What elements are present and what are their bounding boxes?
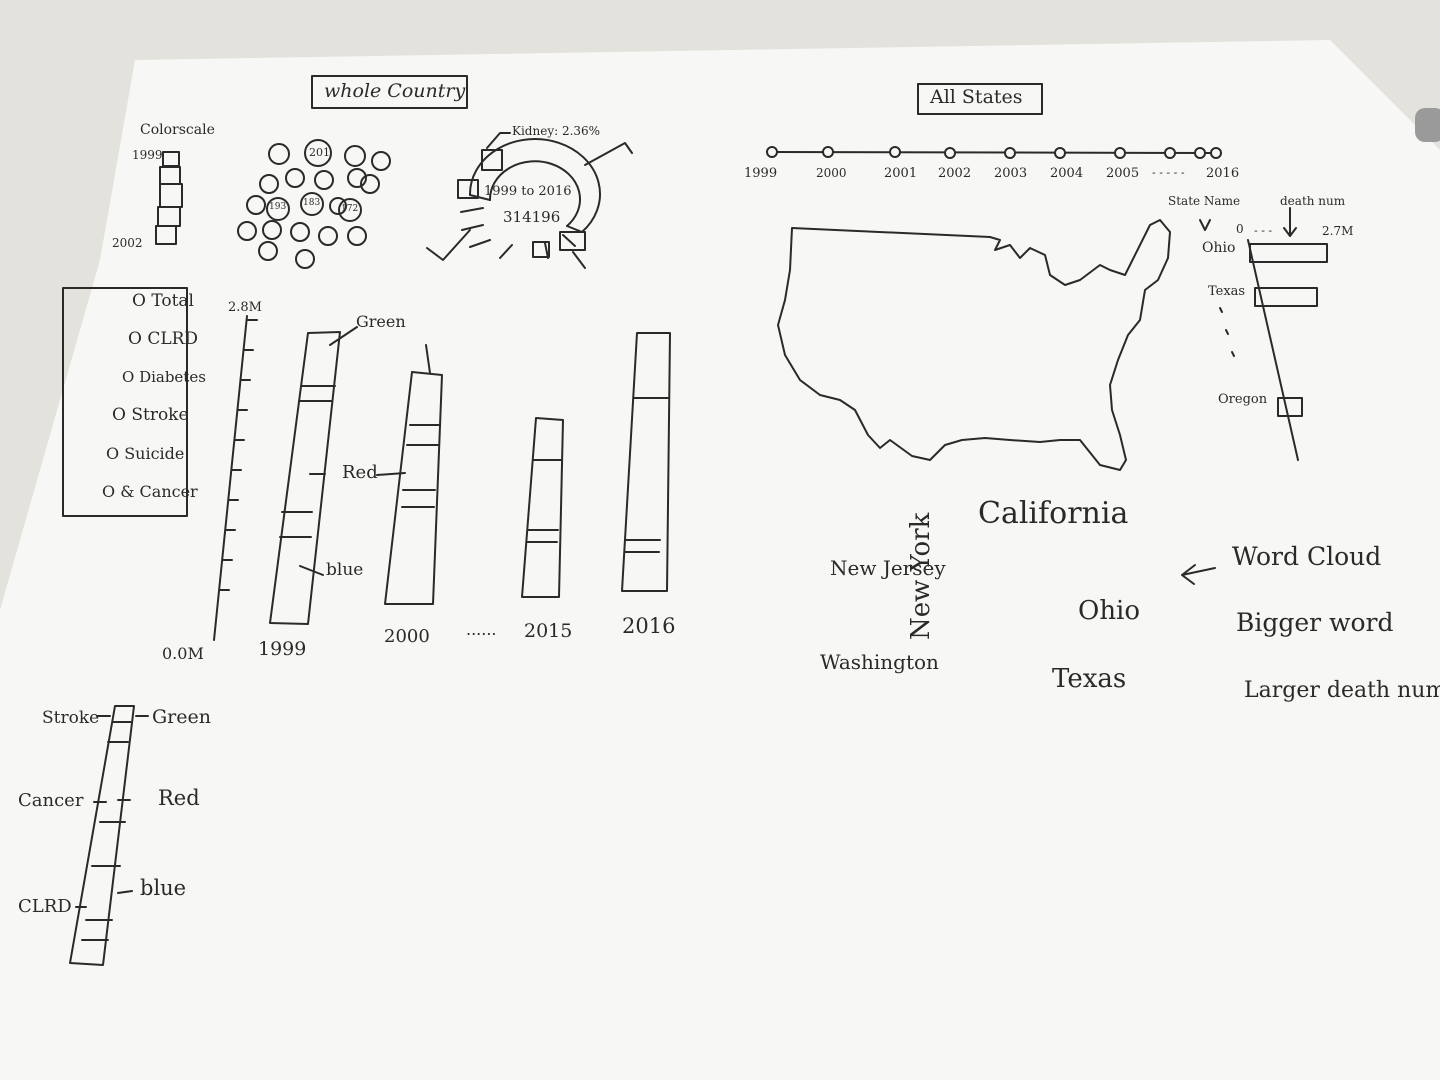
cloud-word-ohio[interactable]: Ohio <box>1078 596 1141 626</box>
bar-annotation-blue: blue <box>326 560 364 580</box>
side-axis-dots: - - - <box>1254 224 1273 237</box>
timeline-year[interactable]: 2003 <box>994 166 1028 181</box>
y-axis <box>213 315 248 641</box>
donut-center-total: 314196 <box>503 208 561 226</box>
side-state-texas[interactable]: Texas <box>1208 284 1246 299</box>
bar-annotation-green: Green <box>356 312 406 331</box>
x-label-ellipsis: ...... <box>466 620 497 639</box>
bar-2016 <box>621 332 671 592</box>
side-axis <box>1247 239 1299 461</box>
y-axis-max-label: 2.8M <box>228 300 262 315</box>
pen-object <box>1415 108 1440 142</box>
stack-left-clrd: CLRD <box>18 896 72 917</box>
x-label-1999: 1999 <box>258 638 307 660</box>
colorscale-bottom-label: 2002 <box>112 236 143 250</box>
all-states-title: All States <box>930 86 1023 108</box>
y-axis-min-label: 0.0M <box>162 644 204 663</box>
x-label-2015: 2015 <box>524 620 573 642</box>
timeline-year[interactable]: 2002 <box>938 166 972 181</box>
whole-country-title: whole Country <box>324 80 466 102</box>
bar-annotation-red: Red <box>342 462 378 483</box>
bubble-label: 193 <box>269 202 287 212</box>
bubble-label: 183 <box>303 198 321 208</box>
timeline-year[interactable]: 2001 <box>884 166 918 181</box>
legend-list: O Total O CLRD O Diabetes O Stroke O Sui… <box>100 292 206 502</box>
whole-country-title-box <box>311 75 468 109</box>
timeline-line <box>766 146 1222 159</box>
side-bar-oregon <box>1277 397 1303 417</box>
cloud-note-larger-death: Larger death num <box>1244 678 1440 703</box>
bar-1999 <box>269 331 341 625</box>
cloud-note-word-cloud: Word Cloud <box>1232 542 1382 571</box>
cloud-word-new-jersey[interactable]: New Jersey <box>830 556 946 580</box>
side-axis-max: 2.7M <box>1322 224 1354 238</box>
donut-callout-label: Kidney: 2.36% <box>512 124 601 138</box>
donut-chart <box>426 132 633 269</box>
x-label-2016: 2016 <box>622 614 676 638</box>
side-axis-zero: 0 <box>1236 222 1244 236</box>
legend-item-cancer[interactable]: O & Cancer <box>102 482 198 501</box>
bar-2015 <box>521 417 564 598</box>
us-map-outline <box>777 219 1171 471</box>
legend-item-diabetes[interactable]: O Diabetes <box>122 368 206 386</box>
stack-right-blue: blue <box>140 876 187 900</box>
side-state-oregon[interactable]: Oregon <box>1218 392 1268 407</box>
all-states-title-box <box>917 83 1043 115</box>
side-bar-ohio <box>1249 243 1328 263</box>
bubble-label: 172 <box>341 204 359 214</box>
bubble-cluster <box>237 139 391 269</box>
donut-center-range: 1999 to 2016 <box>484 184 572 199</box>
timeline-year[interactable]: 1999 <box>744 166 778 181</box>
stack-left-cancer: Cancer <box>18 790 84 811</box>
cloud-word-texas[interactable]: Texas <box>1052 664 1127 694</box>
timeline-year[interactable]: 2000 <box>816 166 847 180</box>
side-bar-texas <box>1254 287 1318 307</box>
timeline-year[interactable]: 2016 <box>1206 166 1240 181</box>
timeline-year[interactable]: 2005 <box>1106 166 1140 181</box>
cloud-word-new-york[interactable]: New York <box>906 512 936 640</box>
side-header-state-name: State Name <box>1168 194 1241 208</box>
legend-item-clrd[interactable]: O CLRD <box>128 329 199 349</box>
cloud-word-washington[interactable]: Washington <box>820 650 939 674</box>
timeline-ellipsis: - - - - - <box>1152 166 1185 179</box>
colorscale-top-label: 1999 <box>132 148 163 162</box>
side-state-ohio[interactable]: Ohio <box>1202 240 1236 256</box>
bar-2000 <box>384 371 443 605</box>
stack-left-stroke: Stroke <box>42 708 100 728</box>
stack-right-red: Red <box>158 786 200 810</box>
legend-item-suicide[interactable]: O Suicide <box>106 444 185 463</box>
bubble-label: 201 <box>309 146 330 159</box>
cloud-note-bigger-word: Bigger word <box>1236 608 1394 637</box>
side-header-death-num: death num <box>1280 194 1346 208</box>
timeline-labels: 1999 2000 2001 2002 2003 2004 2005 - - -… <box>744 166 1244 186</box>
timeline-year[interactable]: 2004 <box>1050 166 1084 181</box>
cloud-word-california[interactable]: California <box>978 496 1129 531</box>
legend-box <box>62 287 188 517</box>
colorscale-label: Colorscale <box>140 122 215 138</box>
stack-right-green: Green <box>152 706 211 728</box>
x-label-2000: 2000 <box>384 626 430 647</box>
stack-legend-column <box>69 705 149 966</box>
legend-item-stroke[interactable]: O Stroke <box>112 405 189 425</box>
legend-item-total[interactable]: O Total <box>132 291 194 311</box>
